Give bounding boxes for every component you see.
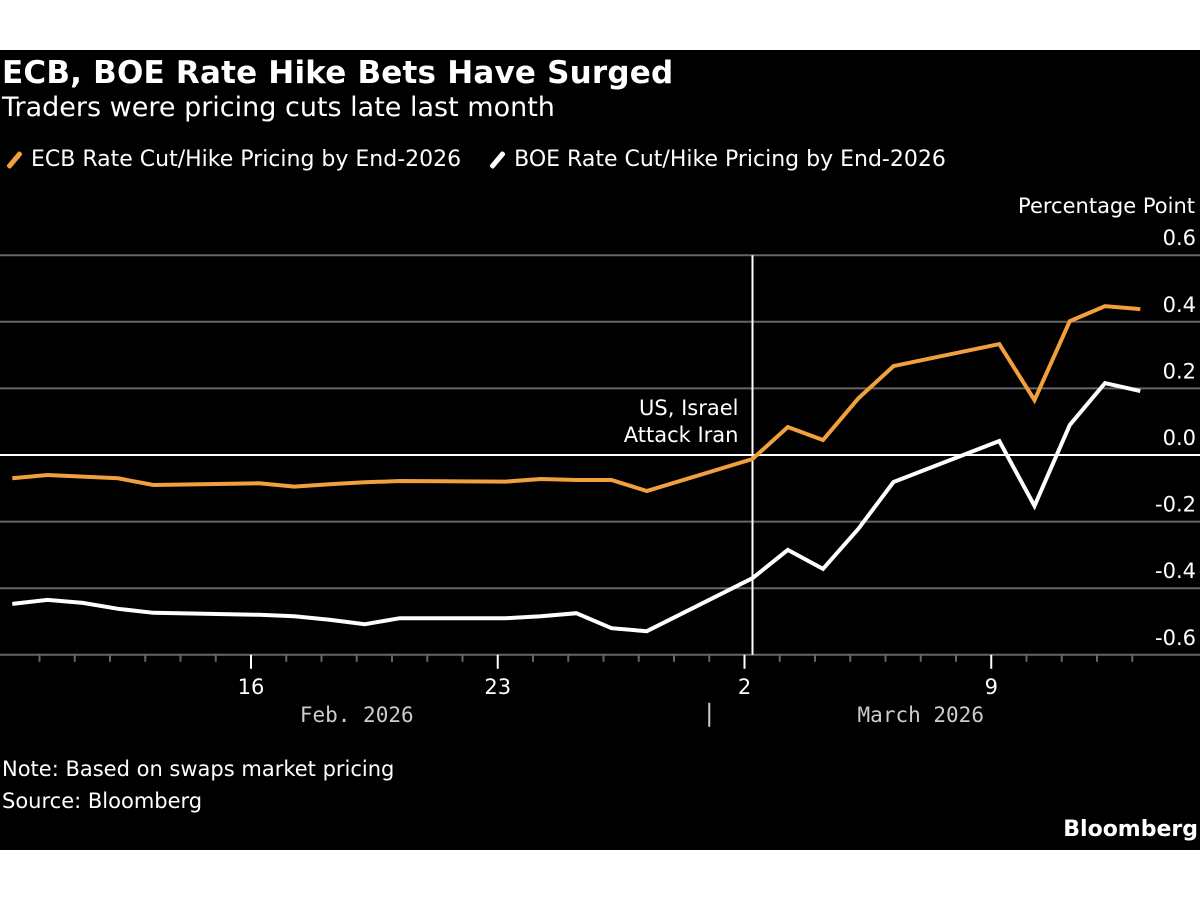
chart-subtitle: Traders were pricing cuts late last mont… bbox=[2, 92, 555, 123]
legend: ECB Rate Cut/Hike Pricing by End-2026 BO… bbox=[4, 147, 972, 172]
legend-label-ecb: ECB Rate Cut/Hike Pricing by End-2026 bbox=[31, 147, 462, 172]
event-annotation-text: US, Israel bbox=[639, 396, 738, 420]
chart-title: ECB, BOE Rate Hike Bets Have Surged bbox=[2, 55, 674, 91]
legend-item-boe: BOE Rate Cut/Hike Pricing by End-2026 bbox=[487, 147, 946, 172]
chart-plot: 0.6 0.4 0.2 0.0 -0.2 -0.4 -0.6 16 23 2 9 Feb. 2026 M… bbox=[0, 226, 1200, 727]
y-tick-label: 0.2 bbox=[1163, 359, 1196, 383]
source-note: Source: Bloomberg bbox=[2, 789, 203, 813]
boe-series-line bbox=[12, 380, 1141, 634]
y-tick-label: -0.6 bbox=[1155, 626, 1196, 650]
bloomberg-logo: Bloomberg bbox=[1063, 817, 1198, 842]
legend-label-boe: BOE Rate Cut/Hike Pricing by End-2026 bbox=[514, 147, 946, 172]
x-tick-label: 16 bbox=[238, 675, 265, 699]
y-tick-label: -0.2 bbox=[1155, 493, 1196, 517]
legend-item-ecb: ECB Rate Cut/Hike Pricing by End-2026 bbox=[4, 147, 461, 172]
y-tick-label: 0.4 bbox=[1163, 293, 1196, 317]
x-month-label: March 2026 bbox=[858, 703, 984, 727]
y-axis-unit-label: Percentage Point bbox=[1018, 194, 1195, 218]
x-tick-label: 9 bbox=[985, 675, 998, 699]
event-annotation-text: Attack Iran bbox=[624, 423, 739, 447]
x-tick-label: 23 bbox=[484, 675, 511, 699]
y-tick-label: 0.6 bbox=[1163, 226, 1196, 250]
y-tick-label: -0.4 bbox=[1155, 559, 1196, 583]
ecb-series-line bbox=[12, 304, 1141, 494]
x-tick-label: 2 bbox=[738, 675, 751, 699]
y-tick-label: 0.0 bbox=[1163, 426, 1196, 450]
chart-panel: ECB, BOE Rate Hike Bets Have Surged Trad… bbox=[0, 50, 1200, 850]
x-month-label: Feb. 2026 bbox=[300, 703, 414, 727]
footnote: Note: Based on swaps market pricing bbox=[2, 757, 395, 781]
